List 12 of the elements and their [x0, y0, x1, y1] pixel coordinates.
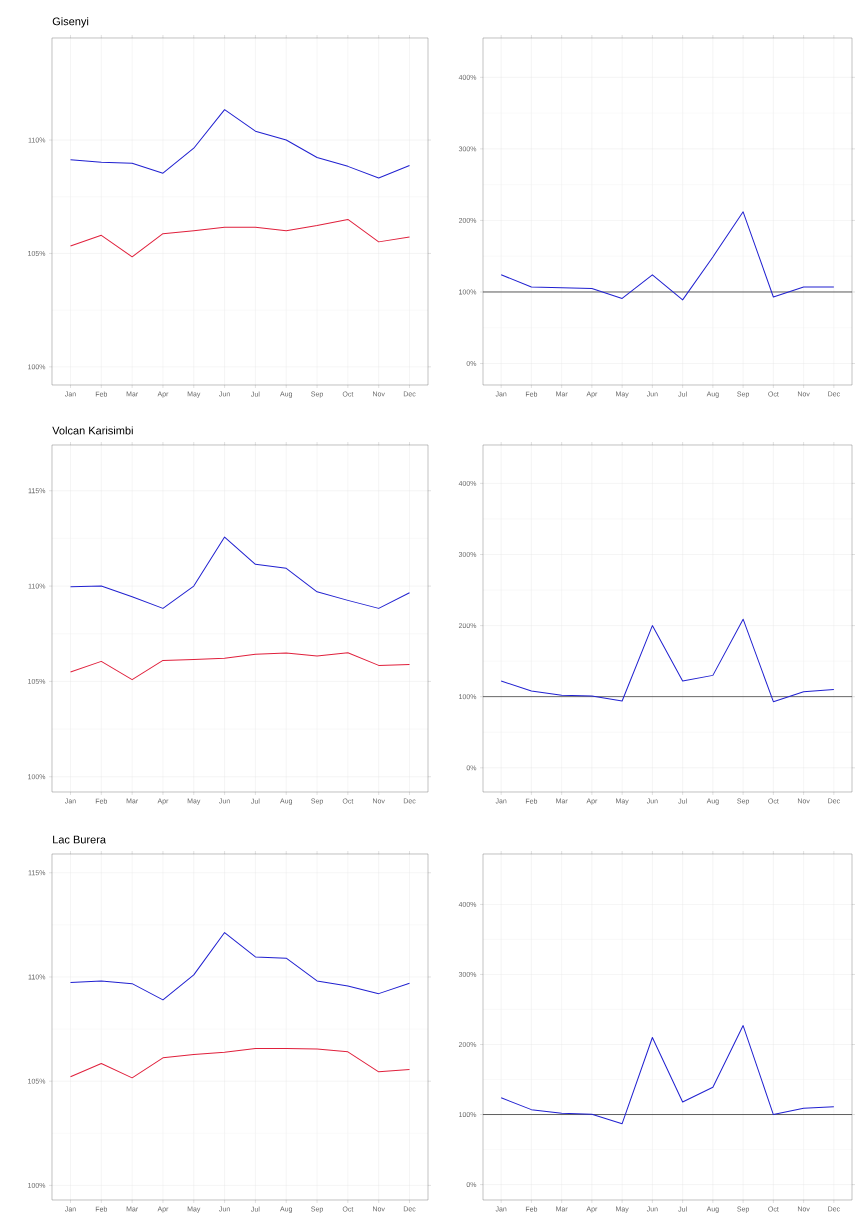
- line-series: [69, 218, 411, 258]
- line-series: [69, 652, 411, 681]
- chart-title: Gisenyi: [52, 17, 89, 28]
- line-series: [500, 618, 835, 703]
- line-series: [500, 1025, 835, 1125]
- line-series: [69, 932, 411, 1001]
- chart-title: Lac Burera: [53, 835, 106, 844]
- line-series: [500, 211, 835, 301]
- line-series: [69, 1047, 411, 1079]
- chart-title: Volcan Karisimbi: [52, 426, 133, 435]
- line-series: [69, 109, 411, 179]
- line-series: [69, 536, 411, 609]
